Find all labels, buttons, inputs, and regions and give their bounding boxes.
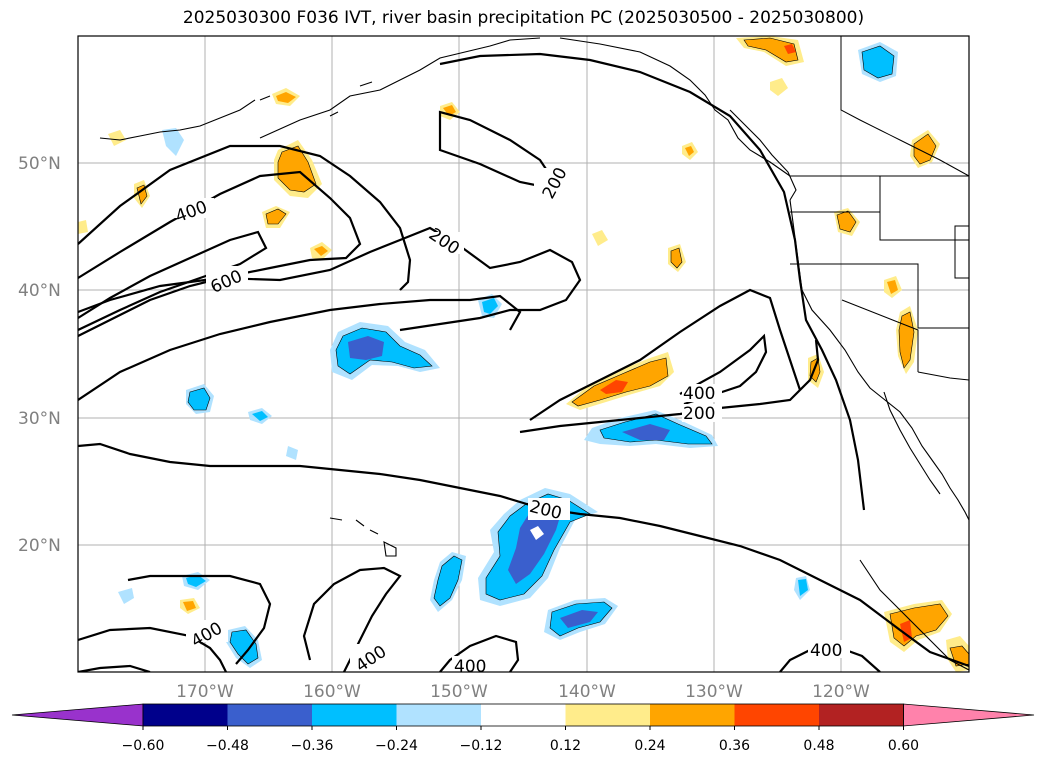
map-title: 2025030300 F036 IVT, river basin precipi…: [182, 8, 865, 28]
colorbar-outline: [142, 703, 904, 727]
gridlines: [78, 36, 969, 672]
contour-400-south-mid: [302, 566, 402, 672]
colorbar-swatch: [143, 704, 228, 726]
lon-label-160w: 160°W: [303, 682, 361, 702]
contour-outer: [78, 294, 522, 401]
us-state-lines: [790, 176, 969, 372]
alaska-coast: [259, 37, 791, 177]
lat-label-20n: 20°N: [18, 536, 61, 556]
lon-label-150w: 150°W: [430, 682, 488, 702]
contour-label-group: 400 600 200 200 400 200 200 400 400 400 …: [172, 164, 850, 677]
contour-400-south-east: [439, 634, 520, 672]
contour-400-swloop: [127, 574, 272, 665]
colorbar-swatch: [481, 704, 566, 726]
contour-label: 400: [454, 657, 486, 677]
colorbar-swatch: [396, 704, 482, 726]
colorbar-swatch: [565, 704, 651, 726]
latitude-labels: 50°N 40°N 30°N 20°N: [18, 154, 61, 556]
aleutian-chain: [99, 99, 256, 141]
colorbar-swatch: [819, 704, 904, 726]
colorbar-tick-label: −0.12: [460, 738, 503, 754]
lon-label-140w: 140°W: [558, 682, 616, 702]
colorbar-extend-low: [11, 703, 144, 727]
colorbar-tick-label: 0.24: [634, 738, 665, 754]
alaska-canada-border: [840, 36, 969, 177]
contour-200-north: [439, 52, 866, 511]
mexico-coast: [859, 559, 969, 671]
political-borders: [790, 36, 969, 381]
lat-label-50n: 50°N: [18, 154, 61, 174]
contour-600: [78, 230, 268, 331]
colorbar-tick-label: 0.36: [719, 738, 750, 754]
colorbar-swatch: [734, 704, 820, 726]
lon-label-120w: 120°W: [812, 682, 870, 702]
colorbar-tick-label: −0.60: [122, 738, 165, 754]
contour-bottom-left: [78, 664, 151, 672]
contour-200-inner-ring: [438, 110, 550, 188]
us-mexico-border: [917, 371, 969, 381]
positive-anomaly-areas: [78, 36, 969, 672]
colorbar-swatch: [650, 704, 735, 726]
colorbar-tick-label: 0.60: [888, 738, 919, 754]
lon-label-130w: 130°W: [685, 682, 743, 702]
contour-label: 400: [683, 384, 715, 404]
contour-200-loop: [78, 144, 412, 291]
contour-label: 200: [683, 404, 715, 424]
colorbar-swatch: [227, 704, 313, 726]
lon-label-170w: 170°W: [176, 682, 234, 702]
contour-200-diagonal: [529, 288, 802, 421]
colorbar-extend-high: [903, 703, 1035, 727]
colorbar: −0.60 −0.48 −0.36 −0.24 −0.12 0.12 0.24 0.36 0.4…: [11, 703, 1035, 754]
colorbar-tick-label: −0.48: [206, 738, 249, 754]
contour-south-wave: [78, 442, 969, 668]
colorbar-tick-label: 0.12: [550, 738, 581, 754]
lat-label-40n: 40°N: [18, 281, 61, 301]
colorbar-tick-label: 0.48: [803, 738, 834, 754]
colorbar-tick-label: −0.24: [375, 738, 418, 754]
contour-label: 400: [810, 641, 842, 661]
hawaii-islands: [329, 517, 397, 557]
longitude-labels: 170°W 160°W 150°W 140°W 130°W 120°W: [176, 682, 870, 702]
lat-label-30n: 30°N: [18, 409, 61, 429]
baja-coast: [883, 391, 941, 495]
bc-coast: [729, 109, 797, 201]
colorbar-swatch: [312, 704, 397, 726]
map-frame: [77, 35, 970, 673]
colorbar-tick-label: −0.36: [291, 738, 334, 754]
